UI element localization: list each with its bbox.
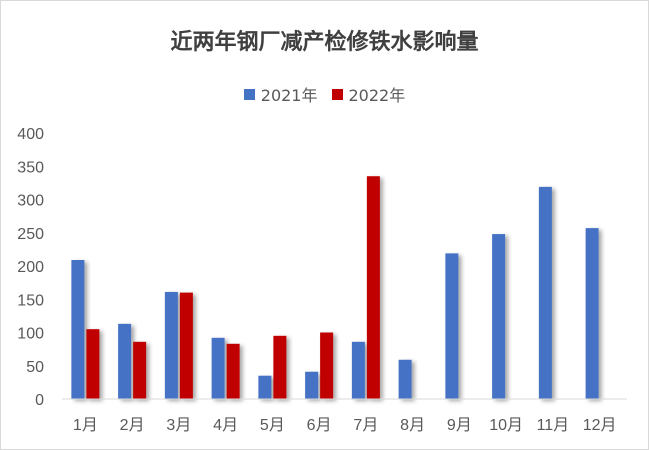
bar-2022-1 bbox=[86, 329, 100, 399]
y-tick-label: 250 bbox=[17, 226, 44, 243]
bar-2021-6 bbox=[305, 371, 319, 399]
x-tick-label: 1月 bbox=[73, 417, 98, 434]
bar-2021-1 bbox=[71, 260, 85, 399]
x-tick-label: 10月 bbox=[489, 417, 523, 434]
legend-swatch-2021 bbox=[243, 88, 255, 100]
x-tick-label: 4月 bbox=[213, 417, 238, 434]
x-tick-label: 9月 bbox=[447, 417, 472, 434]
bar-2021-7 bbox=[351, 341, 365, 399]
y-tick-label: 0 bbox=[35, 392, 44, 409]
bar-2021-3 bbox=[164, 291, 178, 399]
bar-2021-4 bbox=[211, 337, 225, 399]
bar-2021-12 bbox=[585, 228, 599, 399]
legend-swatch-2022 bbox=[331, 88, 343, 100]
bar-2021-11 bbox=[538, 186, 552, 399]
bar-2022-3 bbox=[179, 292, 193, 399]
bar-2022-2 bbox=[133, 341, 147, 399]
x-tick-label: 12月 bbox=[583, 417, 617, 434]
y-tick-label: 100 bbox=[17, 326, 44, 343]
legend: 2021年 2022年 bbox=[0, 82, 649, 106]
x-tick-label: 8月 bbox=[400, 417, 425, 434]
x-tick-label: 11月 bbox=[537, 417, 570, 434]
legend-item-2022: 2022年 bbox=[331, 82, 406, 106]
x-tick-label: 3月 bbox=[166, 417, 191, 434]
y-tick-label: 200 bbox=[17, 259, 44, 276]
y-tick-label: 350 bbox=[17, 159, 44, 176]
bar-2022-4 bbox=[226, 343, 240, 399]
x-tick-label: 5月 bbox=[260, 417, 285, 434]
bar-2021-8 bbox=[398, 359, 412, 399]
bar-2022-6 bbox=[320, 332, 334, 399]
bar-2021-9 bbox=[445, 253, 459, 399]
bar-2021-10 bbox=[492, 234, 506, 399]
legend-item-2021: 2021年 bbox=[243, 82, 318, 106]
bar-2021-2 bbox=[118, 323, 132, 399]
x-tick-label: 2月 bbox=[120, 417, 145, 434]
bar-2022-5 bbox=[273, 335, 287, 399]
y-tick-label: 150 bbox=[17, 292, 44, 309]
y-tick-label: 400 bbox=[17, 126, 44, 143]
bar-2021-5 bbox=[258, 375, 272, 399]
x-tick-label: 7月 bbox=[353, 417, 378, 434]
legend-label-2022: 2022年 bbox=[348, 86, 406, 105]
y-tick-label: 50 bbox=[26, 359, 44, 376]
legend-label-2021: 2021年 bbox=[260, 86, 318, 105]
chart-title: 近两年钢厂减产检修铁水影响量 bbox=[170, 30, 479, 55]
bar-2022-7 bbox=[366, 176, 380, 399]
x-tick-label: 6月 bbox=[307, 417, 332, 434]
y-tick-label: 300 bbox=[17, 193, 44, 210]
